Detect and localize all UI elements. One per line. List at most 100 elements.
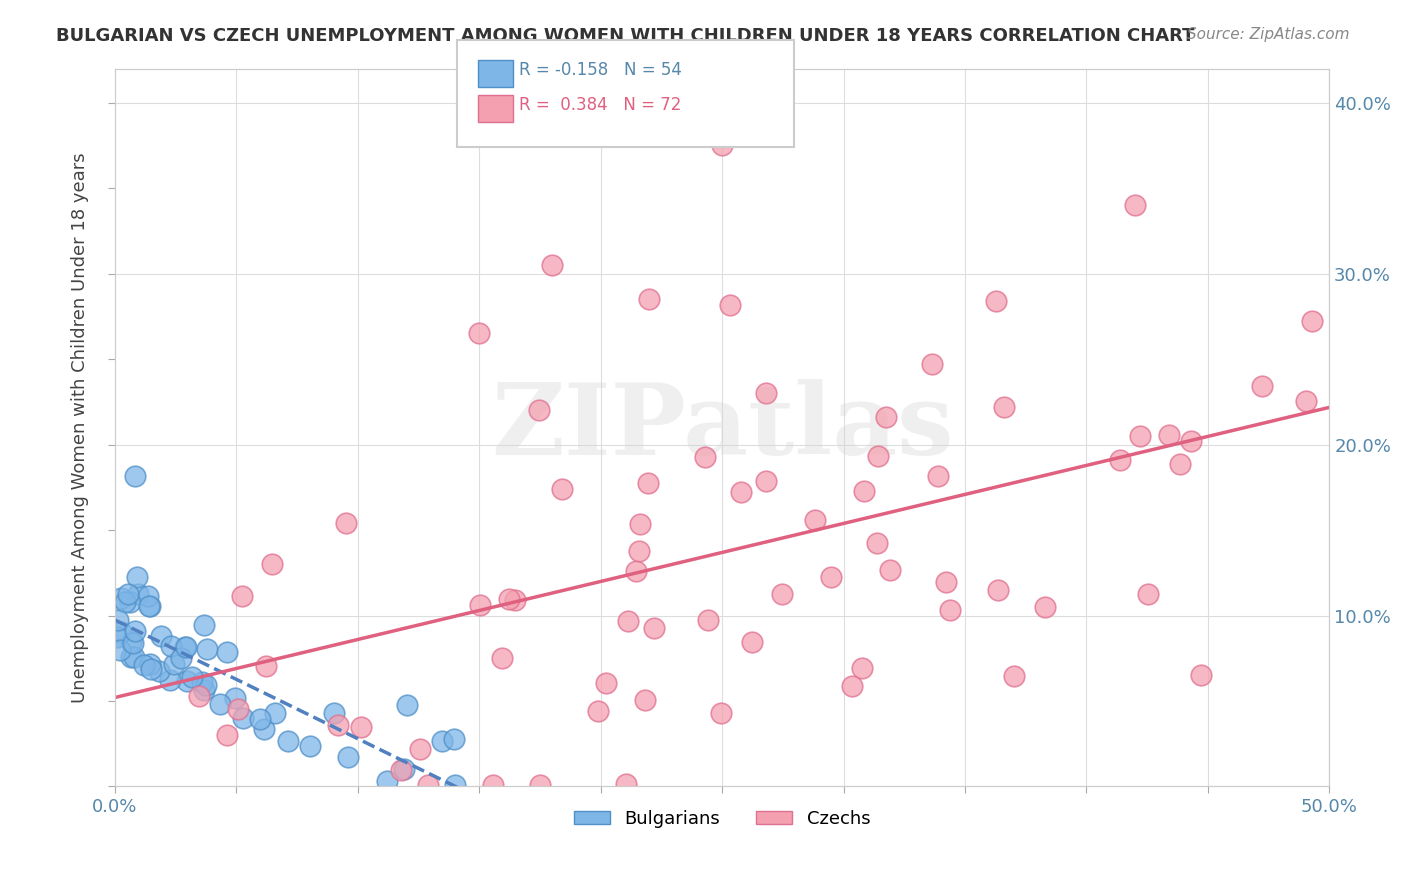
Text: R = -0.158   N = 54: R = -0.158 N = 54 [519, 61, 682, 78]
Point [118, 595, 141, 609]
Point [159, 673, 181, 688]
Point [249, 712, 271, 726]
Point [224, 691, 246, 706]
Point [107, 613, 129, 627]
Point [711, 138, 734, 153]
Point [124, 624, 146, 638]
Point [755, 474, 778, 488]
Point [695, 450, 717, 465]
Point [1123, 198, 1146, 212]
Point [105, 630, 128, 644]
Point [262, 557, 284, 571]
Text: Source: ZipAtlas.com: Source: ZipAtlas.com [1187, 27, 1350, 42]
Point [110, 591, 132, 605]
Point [377, 773, 399, 788]
Point [993, 400, 1015, 414]
Point [432, 734, 454, 748]
Point [110, 624, 132, 639]
Point [253, 722, 276, 736]
Point [174, 640, 197, 654]
Point [409, 742, 432, 756]
Point [1002, 669, 1025, 683]
Point [491, 651, 513, 665]
Point [470, 599, 492, 613]
Point [1251, 378, 1274, 392]
Point [277, 734, 299, 748]
Point [117, 587, 139, 601]
Point [1109, 453, 1132, 467]
Point [710, 706, 733, 720]
Point [180, 670, 202, 684]
Text: BULGARIAN VS CZECH UNEMPLOYMENT AMONG WOMEN WITH CHILDREN UNDER 18 YEARS CORRELA: BULGARIAN VS CZECH UNEMPLOYMENT AMONG WO… [56, 27, 1195, 45]
Point [191, 674, 214, 689]
Point [875, 410, 897, 425]
Point [921, 357, 943, 371]
Point [139, 599, 162, 614]
Point [195, 642, 218, 657]
Point [551, 482, 574, 496]
Point [879, 563, 901, 577]
Point [232, 711, 254, 725]
Point [114, 595, 136, 609]
Point [1137, 587, 1160, 601]
Point [209, 698, 232, 712]
Point [638, 293, 661, 307]
Point [194, 678, 217, 692]
Point [527, 403, 550, 417]
Point [226, 702, 249, 716]
Point [935, 575, 957, 590]
Point [215, 645, 238, 659]
Point [841, 679, 863, 693]
Point [628, 517, 651, 532]
Point [1295, 394, 1317, 409]
Point [254, 658, 277, 673]
Point [163, 657, 186, 671]
Point [127, 586, 149, 600]
Point [160, 639, 183, 653]
Point [1180, 434, 1202, 448]
Point [444, 778, 467, 792]
Point [322, 706, 344, 720]
Point [396, 698, 419, 713]
Point [987, 582, 1010, 597]
Point [108, 642, 131, 657]
Point [718, 297, 741, 311]
Point [627, 544, 650, 558]
Point [730, 485, 752, 500]
Point [138, 599, 160, 613]
Point [187, 690, 209, 704]
Point [443, 732, 465, 747]
Point [174, 640, 197, 655]
Point [634, 693, 657, 707]
Point [617, 614, 640, 628]
Point [755, 386, 778, 401]
Point [141, 662, 163, 676]
Point [217, 728, 239, 742]
Point [927, 469, 949, 483]
Point [138, 590, 160, 604]
Point [391, 764, 413, 778]
Point [868, 450, 890, 464]
Point [1189, 667, 1212, 681]
Point [866, 535, 889, 549]
Point [852, 484, 875, 499]
Point [498, 592, 520, 607]
Text: R =  0.384   N = 72: R = 0.384 N = 72 [519, 96, 681, 114]
Point [231, 589, 253, 603]
Point [125, 570, 148, 584]
Point [149, 630, 172, 644]
Point [349, 720, 371, 734]
Point [804, 513, 827, 527]
Point [588, 705, 610, 719]
Point [741, 635, 763, 649]
Point [124, 468, 146, 483]
Point [643, 622, 665, 636]
Legend: Bulgarians, Czechs: Bulgarians, Czechs [567, 803, 877, 835]
Point [132, 658, 155, 673]
Point [595, 676, 617, 690]
Point [637, 475, 659, 490]
Point [122, 636, 145, 650]
Point [1168, 457, 1191, 471]
Point [505, 592, 527, 607]
Point [939, 603, 962, 617]
